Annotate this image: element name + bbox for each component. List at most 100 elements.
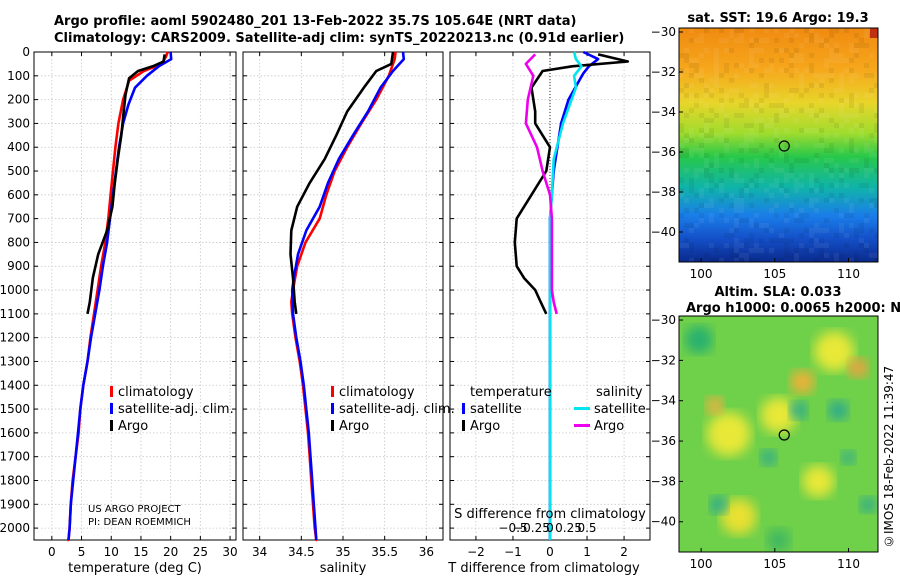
sst-texture xyxy=(814,228,819,233)
sst-texture xyxy=(784,113,789,118)
sst-texture xyxy=(794,253,799,258)
sst-texture xyxy=(679,128,684,133)
sst-texture xyxy=(744,188,749,193)
sst-texture xyxy=(709,198,714,203)
sst-texture xyxy=(759,123,764,128)
sst-texture xyxy=(769,193,774,198)
sst-texture xyxy=(849,143,854,148)
sst-texture xyxy=(699,113,704,118)
sst-texture xyxy=(829,148,834,153)
sst-texture xyxy=(764,83,769,88)
map-x-tick-label: 100 xyxy=(690,267,713,281)
sst-texture xyxy=(739,203,744,208)
sst-texture xyxy=(724,233,729,238)
sst-texture xyxy=(854,48,859,53)
sst-texture xyxy=(854,113,859,118)
sst-texture xyxy=(724,93,729,98)
sst-texture xyxy=(809,63,814,68)
map-y-tick-label: −30 xyxy=(651,313,676,327)
sst-texture xyxy=(729,228,734,233)
sst-texture xyxy=(789,168,794,173)
sst-texture xyxy=(874,138,878,143)
map-y-tick-label: −36 xyxy=(651,145,676,159)
sst-texture xyxy=(689,133,694,138)
sst-texture xyxy=(734,218,739,223)
sst-texture xyxy=(774,138,779,143)
sst-texture xyxy=(864,43,869,48)
sst-texture xyxy=(739,218,744,223)
sst-texture xyxy=(784,218,789,223)
sst-texture xyxy=(724,138,729,143)
sst-texture xyxy=(819,128,824,133)
sst-texture xyxy=(699,148,704,153)
sst-texture xyxy=(809,238,814,243)
sst-texture xyxy=(839,73,844,78)
sst-texture xyxy=(784,228,789,233)
legend-label: Argo xyxy=(339,419,369,434)
map-y-tick-label: −36 xyxy=(651,434,676,448)
sst-texture xyxy=(814,143,819,148)
title-line-1: Argo profile: aoml 5902480_201 13-Feb-20… xyxy=(54,14,577,29)
sst-texture xyxy=(724,118,729,123)
legend-label: satellite xyxy=(470,402,522,417)
argo-position-marker xyxy=(778,429,790,441)
sst-texture xyxy=(694,73,699,78)
sst-texture xyxy=(839,108,844,113)
sst-texture xyxy=(729,233,734,238)
sst-texture xyxy=(839,253,844,258)
sst-texture xyxy=(769,93,774,98)
axes-box xyxy=(33,51,237,541)
sst-texture xyxy=(769,183,774,188)
sst-texture xyxy=(734,223,739,228)
sst-texture xyxy=(764,93,769,98)
map-sst_map: 100 105 110 −30 −32 −34 −36 −38 −40 sat. SST: 19.… xyxy=(651,11,879,281)
sst-texture xyxy=(729,128,734,133)
sst-texture xyxy=(749,203,754,208)
y-tick-label: 1300 xyxy=(0,354,30,368)
sst-texture xyxy=(824,198,829,203)
sst-texture xyxy=(839,213,844,218)
sst-texture xyxy=(849,223,854,228)
sst-texture xyxy=(829,58,834,63)
sst-texture xyxy=(809,83,814,88)
sst-texture xyxy=(789,38,794,43)
sst-texture xyxy=(809,33,814,38)
sst-texture xyxy=(839,53,844,58)
sst-texture xyxy=(804,108,809,113)
sst-texture xyxy=(784,33,789,38)
sst-texture xyxy=(694,193,699,198)
sst-texture xyxy=(854,258,859,262)
sst-texture xyxy=(714,158,719,163)
sst-texture xyxy=(854,168,859,173)
sst-texture xyxy=(699,203,704,208)
sst-texture xyxy=(849,113,854,118)
sst-texture xyxy=(689,228,694,233)
sst-texture xyxy=(699,68,704,73)
y-tick-label: 1900 xyxy=(0,497,30,511)
sst-texture xyxy=(839,173,844,178)
sst-texture xyxy=(749,38,754,43)
sst-texture xyxy=(819,78,824,83)
sst-texture xyxy=(799,58,804,63)
sst-texture xyxy=(704,128,709,133)
sla-blob xyxy=(814,331,855,372)
sst-texture xyxy=(849,68,854,73)
sst-texture xyxy=(694,93,699,98)
sst-texture xyxy=(874,123,878,128)
sst-texture xyxy=(704,253,709,258)
sst-texture xyxy=(794,143,799,148)
sst-texture xyxy=(739,178,744,183)
sst-texture xyxy=(759,143,764,148)
sst-texture xyxy=(749,178,754,183)
sst-texture xyxy=(809,68,814,73)
sst-texture xyxy=(739,188,744,193)
sst-texture xyxy=(784,213,789,218)
sst-texture xyxy=(784,143,789,148)
sst-texture xyxy=(699,143,704,148)
sst-texture xyxy=(794,33,799,38)
sst-texture xyxy=(729,248,734,253)
sst-texture xyxy=(739,253,744,258)
sst-texture xyxy=(824,58,829,63)
sst-texture xyxy=(709,203,714,208)
sst-texture xyxy=(699,128,704,133)
